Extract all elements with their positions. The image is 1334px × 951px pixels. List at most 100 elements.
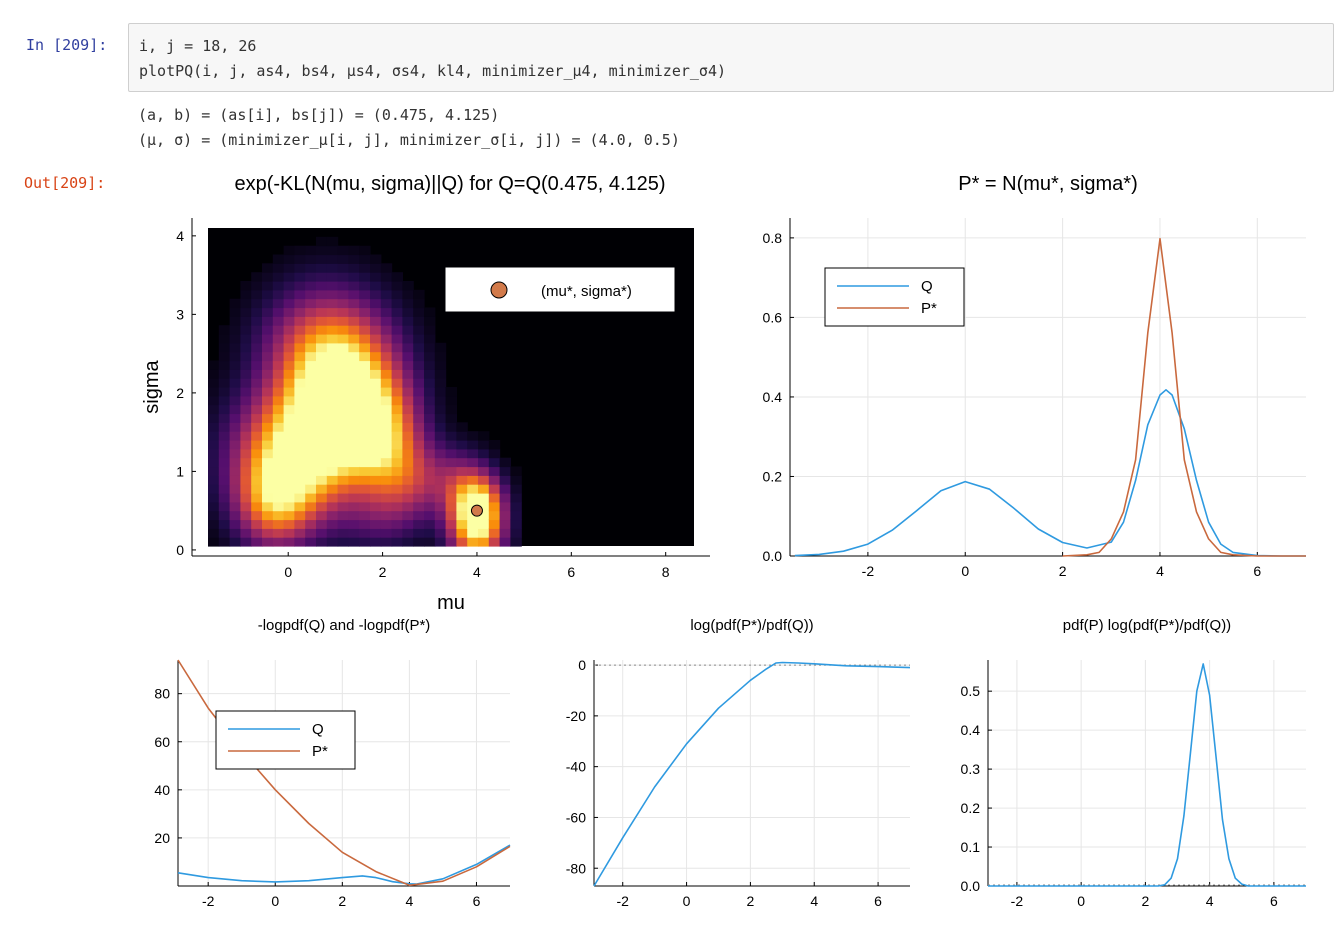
heatmap-cell bbox=[370, 457, 382, 468]
heatmap-cell bbox=[434, 537, 447, 547]
heatmap-cell bbox=[229, 484, 241, 494]
heatmap-cell bbox=[380, 307, 393, 317]
heatmap-cell bbox=[305, 395, 317, 406]
heatmap-cell bbox=[380, 316, 393, 326]
heatmap-cell bbox=[337, 360, 349, 370]
heatmap-cell bbox=[240, 369, 252, 379]
chart-title: pdf(P) log(pdf(P*)/pdf(Q)) bbox=[1063, 617, 1231, 634]
x-tick-label: 2 bbox=[1059, 563, 1067, 579]
heatmap-cell bbox=[316, 263, 328, 273]
heatmap-cell bbox=[380, 422, 393, 432]
heatmap-cell bbox=[467, 493, 479, 503]
heatmap-cell bbox=[262, 440, 274, 450]
heatmap-cell bbox=[272, 281, 285, 291]
heatmap-cell bbox=[337, 387, 349, 397]
heatmap-cell bbox=[391, 484, 403, 494]
heatmap-cell bbox=[445, 501, 457, 512]
heatmap-cell bbox=[337, 378, 349, 388]
heatmap-cell bbox=[283, 378, 295, 388]
heatmap-cell bbox=[326, 334, 339, 344]
heatmap-cell bbox=[240, 395, 252, 406]
heatmap-cell bbox=[456, 448, 468, 459]
heatmap-cell bbox=[337, 307, 349, 317]
heatmap-cell bbox=[272, 466, 285, 476]
heatmap-cell bbox=[391, 431, 403, 441]
heatmap-cell bbox=[380, 334, 393, 344]
heatmap-cell bbox=[294, 360, 306, 370]
heatmap-cell bbox=[445, 537, 457, 547]
heatmap-cell bbox=[229, 448, 241, 459]
heatmap-cell bbox=[424, 484, 436, 494]
heatmap-cell bbox=[316, 493, 328, 503]
heatmap-cell bbox=[305, 281, 317, 291]
heatmap-cell bbox=[402, 281, 414, 291]
heatmap-cell bbox=[316, 272, 328, 282]
heatmap-cell bbox=[251, 325, 263, 335]
heatmap-cell bbox=[348, 475, 360, 485]
heatmap-cell bbox=[488, 519, 501, 529]
code-input-cell[interactable]: i, j = 18, 26 plotPQ(i, j, as4, bs4, μs4… bbox=[128, 23, 1334, 92]
heatmap-cell bbox=[391, 289, 403, 300]
heatmap-cell bbox=[251, 440, 263, 450]
heatmap-cell bbox=[229, 360, 241, 370]
heatmap-cell bbox=[510, 510, 522, 521]
y-tick-label: 1 bbox=[176, 463, 184, 479]
heatmap-cell bbox=[294, 457, 306, 468]
heatmap-cell bbox=[208, 537, 220, 547]
heatmap-cell bbox=[294, 378, 306, 388]
heatmap-cell bbox=[380, 466, 393, 476]
heatmap-cell bbox=[380, 281, 393, 291]
heatmap-cell bbox=[337, 475, 349, 485]
heatmap-cell bbox=[272, 510, 285, 521]
heatmap-cell bbox=[413, 387, 425, 397]
heatmap-cell bbox=[348, 395, 360, 406]
heatmap-cell bbox=[434, 528, 447, 538]
heatmap-cell bbox=[305, 342, 317, 353]
heatmap-cell bbox=[445, 493, 457, 503]
heatmap-cell bbox=[229, 404, 241, 415]
heatmap-cell bbox=[283, 254, 295, 264]
heatmap-cell bbox=[402, 510, 414, 521]
heatmap-cell bbox=[337, 254, 349, 264]
heatmap-cell bbox=[251, 457, 263, 468]
heatmap-cell bbox=[456, 484, 468, 494]
heatmap-cell bbox=[251, 493, 263, 503]
heatmap-cell bbox=[208, 387, 220, 397]
heatmap-cell bbox=[370, 325, 382, 335]
heatmap-cell bbox=[305, 351, 317, 362]
heatmap-cell bbox=[240, 484, 252, 494]
heatmap-cell bbox=[402, 528, 414, 538]
heatmap-cell bbox=[326, 493, 339, 503]
heatmap-cell bbox=[272, 484, 285, 494]
heatmap-cell bbox=[370, 378, 382, 388]
heatmap-cell bbox=[445, 528, 457, 538]
legend-box bbox=[215, 710, 356, 770]
heatmap-cell bbox=[251, 404, 263, 415]
heatmap-cell bbox=[218, 360, 231, 370]
heatmap-cell bbox=[251, 475, 263, 485]
heatmap-cell bbox=[337, 413, 349, 423]
heatmap-cell bbox=[370, 537, 382, 547]
heatmap-cell bbox=[262, 493, 274, 503]
heatmap-cell bbox=[283, 510, 295, 521]
heatmap-cell bbox=[208, 440, 220, 450]
heatmap-cell bbox=[445, 395, 457, 406]
heatmap-cell bbox=[391, 448, 403, 459]
heatmap-cell bbox=[229, 422, 241, 432]
heatmap-cell bbox=[262, 378, 274, 388]
heatmap-cell bbox=[348, 298, 360, 309]
heatmap-cell bbox=[316, 378, 328, 388]
heatmap-cell bbox=[434, 484, 447, 494]
heatmap-cell bbox=[294, 484, 306, 494]
heatmap-cell bbox=[510, 475, 522, 485]
heatmap-cell bbox=[424, 334, 436, 344]
heatmap-cell bbox=[305, 272, 317, 282]
heatmap-cell bbox=[272, 334, 285, 344]
heatmap-cell bbox=[348, 440, 360, 450]
heatmap-cell bbox=[251, 298, 263, 309]
heatmap-cell bbox=[488, 484, 501, 494]
heatmap-cell bbox=[272, 316, 285, 326]
heatmap-cell bbox=[424, 537, 436, 547]
heatmap-cell bbox=[240, 510, 252, 521]
